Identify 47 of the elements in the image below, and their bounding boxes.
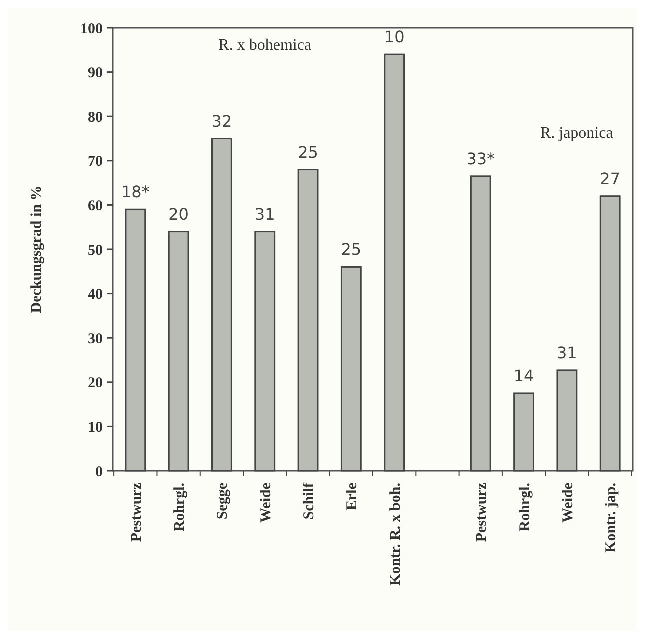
bar (556, 370, 578, 472)
annotation: 20 (168, 204, 189, 224)
bar (600, 196, 621, 472)
x-tick-label: Rohrgl. (517, 482, 534, 532)
y-tick-label: 30 (88, 331, 103, 348)
x-tick-label: Kontr. jap. (604, 482, 620, 553)
annotation: 31 (254, 204, 276, 224)
annotation: 14 (514, 366, 534, 386)
y-tick-label: 100 (80, 21, 103, 38)
annotation: 31 (557, 343, 578, 362)
x-tick-label: Pestwurz (474, 482, 490, 542)
y-tick-label: 10 (88, 420, 103, 436)
bar (470, 176, 492, 472)
x-tick-label: Segge (215, 482, 232, 520)
x-tick-label: Kontr. R. x boh. (388, 482, 404, 586)
x-tick-label: Pestwurz (128, 482, 145, 542)
bar (168, 231, 190, 472)
bar (212, 138, 232, 472)
annotation: 25 (341, 240, 362, 260)
x-tick-label: Erle (344, 482, 361, 510)
y-tick-label: 80 (88, 110, 103, 126)
y-tick-label: 90 (88, 66, 103, 82)
annotation: 18* (121, 182, 150, 202)
bar (514, 392, 534, 472)
y-tick-label: 40 (88, 287, 103, 304)
annotation: 27 (600, 169, 621, 188)
annotation: 25 (298, 142, 318, 162)
x-tick-label: Schilf (302, 482, 318, 520)
y-axis-title: Deckungsgrad in % (29, 186, 45, 314)
bar (340, 266, 362, 472)
y-tick-label: 20 (88, 376, 103, 392)
y-tick-label: 0 (96, 464, 103, 480)
y-tick-label: 70 (88, 154, 103, 170)
y-tick-label: 50 (88, 242, 103, 259)
annotation: 32 (212, 112, 232, 131)
y-tick-label: 60 (88, 198, 103, 214)
x-tick-label: Rohrgl. (172, 482, 188, 532)
bar (298, 169, 319, 472)
x-tick-label: Weide (258, 482, 274, 523)
annotation: 33* (466, 149, 496, 168)
annotation: R. x bohemica (218, 37, 312, 54)
annotation: 10 (384, 28, 405, 47)
bar (125, 208, 146, 472)
bar (384, 54, 406, 472)
annotation: R. japonica (540, 125, 614, 142)
bar (254, 231, 276, 472)
x-tick-label: Weide (560, 482, 576, 523)
